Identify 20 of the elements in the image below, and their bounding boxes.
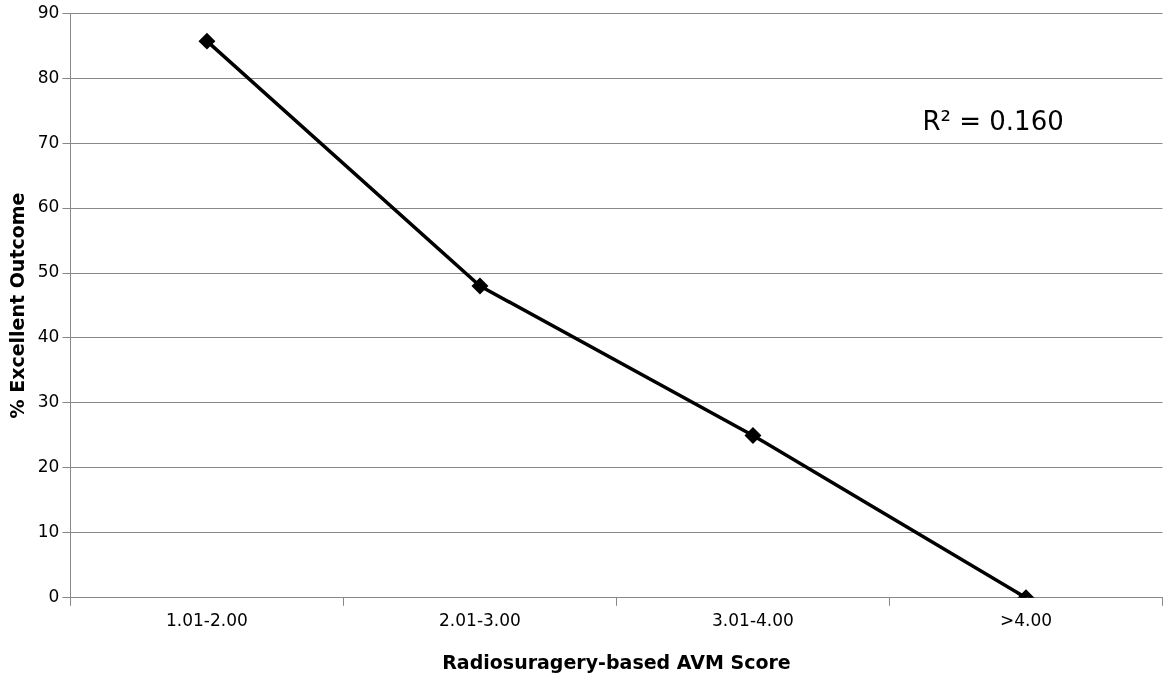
- y-tick-label: 40: [37, 326, 60, 347]
- y-tick-label: 60: [37, 196, 60, 217]
- y-tick-label: 90: [37, 1, 60, 22]
- y-tick-label: 70: [37, 131, 60, 152]
- x-tick-label: 3.01-4.00: [712, 610, 794, 631]
- x-axis-title: Radiosuragery-based AVM Score: [442, 650, 791, 673]
- x-tick-label: 2.01-3.00: [439, 610, 521, 631]
- y-tick-label: 10: [37, 521, 60, 542]
- annotation: R² = 0.160: [922, 105, 1064, 136]
- point: [745, 427, 761, 444]
- point: [472, 278, 488, 294]
- y-tick-label: 80: [37, 66, 60, 87]
- y-tick-label: 20: [37, 456, 60, 477]
- y-axis-title: % Excellent Outcome: [6, 192, 29, 419]
- point: [199, 33, 215, 49]
- y-tick-label: 30: [37, 391, 60, 412]
- y-tick-label: 50: [37, 261, 60, 282]
- x-tick-label: 1.01-2.00: [166, 610, 248, 631]
- y-tick-label: 0: [48, 586, 60, 607]
- x-tick-label: >4.00: [999, 610, 1053, 631]
